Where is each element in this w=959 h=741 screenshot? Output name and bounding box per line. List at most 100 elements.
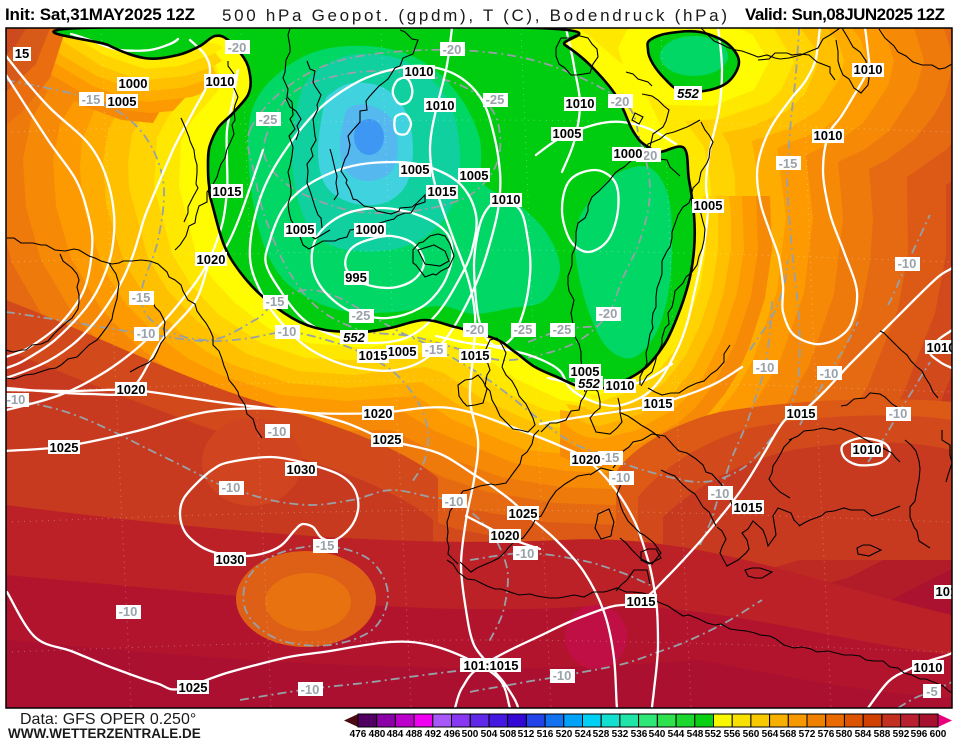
- svg-text:-10: -10: [553, 668, 572, 683]
- svg-text:1025: 1025: [179, 680, 208, 695]
- svg-text:556: 556: [724, 729, 741, 740]
- svg-text:1005: 1005: [460, 168, 489, 183]
- svg-text:476: 476: [350, 729, 367, 740]
- svg-text:1010: 1010: [854, 62, 883, 77]
- svg-text:1025: 1025: [50, 440, 79, 455]
- svg-text:Data: GFS OPER 0.250°: Data: GFS OPER 0.250°: [20, 711, 196, 728]
- svg-text:1010: 1010: [914, 660, 943, 675]
- svg-text:552: 552: [578, 376, 600, 391]
- svg-text:-10: -10: [137, 326, 156, 341]
- svg-text:1020: 1020: [572, 452, 601, 467]
- svg-text:-10: -10: [612, 470, 631, 485]
- svg-text:-10: -10: [898, 256, 917, 271]
- svg-text:592: 592: [893, 729, 910, 740]
- svg-text:1030: 1030: [287, 462, 316, 477]
- svg-text:596: 596: [911, 729, 928, 740]
- svg-text:-15: -15: [316, 538, 335, 553]
- svg-text:600: 600: [930, 729, 947, 740]
- svg-text:1015: 1015: [627, 594, 656, 609]
- svg-text:584: 584: [855, 729, 872, 740]
- svg-text:1000: 1000: [119, 76, 148, 91]
- svg-text:1015: 1015: [644, 396, 673, 411]
- svg-text:-15: -15: [82, 92, 101, 107]
- svg-text:500: 500: [462, 729, 479, 740]
- svg-text:-10: -10: [889, 406, 908, 421]
- svg-text:-20: -20: [228, 40, 247, 55]
- svg-text:576: 576: [818, 729, 835, 740]
- svg-text:-10: -10: [268, 424, 287, 439]
- svg-text:484: 484: [387, 729, 404, 740]
- svg-text:516: 516: [537, 729, 554, 740]
- svg-text:-10: -10: [7, 392, 26, 407]
- svg-text:1010: 1010: [927, 340, 956, 355]
- svg-text:1015: 1015: [461, 348, 490, 363]
- svg-text:496: 496: [444, 729, 461, 740]
- svg-text:1020: 1020: [117, 382, 146, 397]
- svg-text:512: 512: [518, 729, 535, 740]
- svg-text:-10: -10: [756, 360, 775, 375]
- svg-text:-15: -15: [425, 342, 444, 357]
- svg-text:1010: 1010: [206, 74, 235, 89]
- svg-text:-15: -15: [601, 450, 620, 465]
- svg-text:488: 488: [406, 729, 423, 740]
- svg-text:1030: 1030: [216, 552, 245, 567]
- svg-text:1015: 1015: [787, 406, 816, 421]
- svg-text:1005: 1005: [108, 94, 137, 109]
- svg-text:532: 532: [612, 729, 629, 740]
- svg-text:524: 524: [575, 729, 592, 740]
- svg-text:568: 568: [780, 729, 797, 740]
- svg-text:1010: 1010: [405, 64, 434, 79]
- svg-text:572: 572: [799, 729, 816, 740]
- svg-text:1000: 1000: [614, 146, 643, 161]
- svg-text:1020: 1020: [491, 528, 520, 543]
- svg-text:1015: 1015: [936, 584, 959, 599]
- svg-text:540: 540: [649, 729, 666, 740]
- svg-text:1010: 1010: [814, 128, 843, 143]
- svg-text:1015: 1015: [359, 348, 388, 363]
- svg-text:1005: 1005: [286, 222, 315, 237]
- svg-text:-15: -15: [132, 290, 151, 305]
- svg-text:-15: -15: [266, 294, 285, 309]
- svg-text:1010: 1010: [606, 378, 635, 393]
- svg-text:504: 504: [481, 729, 498, 740]
- svg-text:-10: -10: [516, 546, 535, 561]
- svg-text:1015: 1015: [428, 184, 457, 199]
- svg-text:-10: -10: [119, 604, 138, 619]
- svg-text:520: 520: [556, 729, 573, 740]
- svg-text:1005: 1005: [694, 198, 723, 213]
- svg-text:1025: 1025: [373, 432, 402, 447]
- svg-text:Init: Sat,31MAY2025 12Z: Init: Sat,31MAY2025 12Z: [5, 5, 195, 24]
- svg-text:1010: 1010: [426, 98, 455, 113]
- svg-text:536: 536: [631, 729, 648, 740]
- svg-text:WWW.WETTERZENTRALE.DE: WWW.WETTERZENTRALE.DE: [8, 726, 201, 741]
- svg-text:1005: 1005: [388, 344, 417, 359]
- svg-text:-25: -25: [514, 322, 533, 337]
- svg-text:-20: -20: [443, 42, 462, 57]
- svg-text:-20: -20: [611, 94, 630, 109]
- svg-text:552: 552: [677, 86, 699, 101]
- svg-text:995: 995: [345, 270, 367, 285]
- svg-text:-5: -5: [926, 684, 938, 699]
- svg-text:492: 492: [425, 729, 442, 740]
- svg-text:1015: 1015: [213, 184, 242, 199]
- svg-text:588: 588: [874, 729, 891, 740]
- svg-text:1025: 1025: [509, 506, 538, 521]
- svg-text:544: 544: [668, 729, 685, 740]
- svg-text:552: 552: [343, 330, 365, 345]
- svg-text:-10: -10: [711, 486, 730, 501]
- svg-text:580: 580: [836, 729, 853, 740]
- svg-text:-25: -25: [486, 92, 505, 107]
- svg-text:1000: 1000: [356, 222, 385, 237]
- svg-text:1005: 1005: [571, 364, 600, 379]
- svg-text:101:1015: 101:1015: [464, 658, 519, 673]
- svg-text:-15: -15: [779, 156, 798, 171]
- svg-text:560: 560: [743, 729, 760, 740]
- svg-text:-10: -10: [820, 366, 839, 381]
- svg-text:-10: -10: [278, 324, 297, 339]
- svg-text:552: 552: [705, 729, 722, 740]
- svg-text:1005: 1005: [553, 126, 582, 141]
- svg-text:1020: 1020: [197, 252, 226, 267]
- svg-text:-25: -25: [352, 308, 371, 323]
- svg-text:1015: 1015: [734, 500, 763, 515]
- svg-text:480: 480: [369, 729, 386, 740]
